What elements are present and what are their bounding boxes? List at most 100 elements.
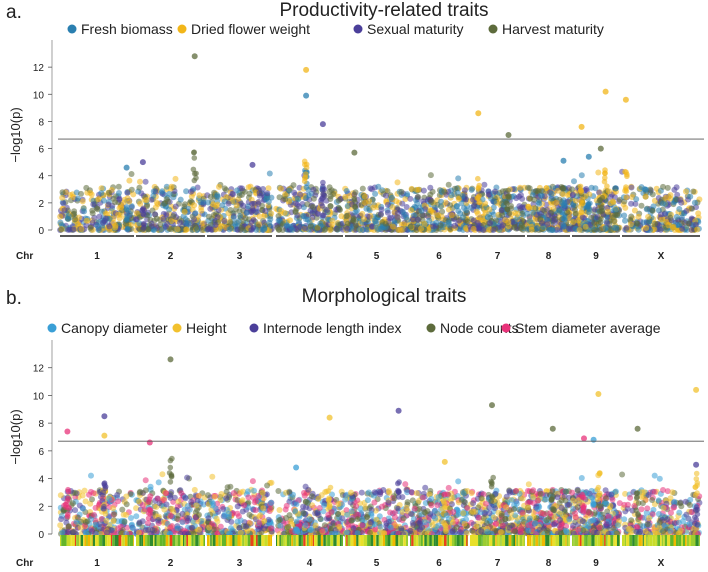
data-point-7 — [475, 194, 481, 201]
data-point-8 — [535, 199, 542, 206]
panel-label: a. — [6, 2, 22, 23]
data-point-4 — [277, 185, 284, 192]
data-point-9 — [578, 172, 585, 179]
data-point-5 — [402, 481, 409, 488]
data-point-1 — [86, 491, 92, 498]
data-point-6 — [421, 220, 428, 227]
data-point-X — [634, 220, 641, 227]
data-point-5 — [383, 520, 390, 527]
data-point-7 — [473, 523, 480, 530]
y-tick-label: 6 — [38, 145, 44, 156]
data-point-6 — [421, 519, 428, 526]
data-point-4 — [334, 226, 341, 233]
data-point-3 — [256, 519, 263, 526]
data-point-8 — [526, 515, 533, 522]
data-point-8 — [530, 205, 537, 212]
data-point-4 — [302, 225, 309, 232]
data-point-X — [623, 194, 630, 201]
data-point-6 — [415, 216, 421, 223]
data-point-6 — [460, 490, 467, 497]
data-point-7 — [477, 509, 484, 516]
peak-point-9 — [578, 123, 585, 130]
y-tick-label: 8 — [38, 117, 44, 128]
data-point-1 — [116, 195, 123, 202]
data-point-6 — [448, 192, 455, 199]
data-point-4 — [304, 201, 311, 208]
data-point-5 — [375, 183, 382, 190]
data-point-6 — [407, 223, 414, 230]
data-point-5 — [395, 226, 402, 233]
data-point-9 — [597, 219, 604, 226]
data-point-5 — [404, 489, 411, 496]
data-point-3 — [242, 215, 249, 221]
data-point-7 — [498, 512, 505, 519]
peak-point-4 — [303, 66, 310, 73]
data-point-X — [657, 211, 664, 218]
data-point-7 — [517, 224, 524, 231]
data-point-X — [635, 213, 642, 220]
data-point-6 — [428, 495, 435, 502]
data-point-7 — [478, 528, 485, 535]
data-point-X — [690, 188, 697, 195]
data-point-X — [638, 202, 645, 209]
data-point-5 — [400, 515, 407, 522]
data-point-8 — [530, 209, 536, 216]
data-point-2 — [154, 495, 161, 502]
data-point-1 — [114, 492, 121, 498]
peak-point-2 — [191, 53, 198, 60]
data-point-6 — [429, 522, 436, 529]
data-point-5 — [399, 200, 406, 207]
data-point-X — [631, 207, 638, 214]
data-point-4 — [314, 211, 321, 217]
data-point-5 — [391, 509, 398, 516]
data-point-2 — [179, 510, 186, 517]
data-point-1 — [79, 492, 86, 499]
x-tick-label: 8 — [546, 251, 552, 262]
x-tick-label: 7 — [495, 251, 501, 262]
data-point-8 — [524, 210, 531, 217]
data-point-X — [691, 199, 698, 206]
data-point-7 — [517, 192, 524, 198]
data-point-1 — [87, 190, 94, 196]
data-point-4 — [335, 501, 342, 508]
data-point-3 — [234, 503, 241, 510]
peak-point-5 — [351, 149, 358, 156]
data-point-8 — [532, 216, 538, 223]
data-point-1 — [65, 213, 72, 220]
peak-point-7 — [505, 132, 512, 138]
data-point-X — [622, 217, 628, 224]
data-point-2 — [155, 517, 162, 523]
data-point-5 — [404, 499, 411, 506]
data-point-X — [687, 193, 694, 200]
data-point-1 — [106, 189, 112, 196]
data-point-1 — [83, 519, 89, 525]
data-point-8 — [563, 529, 570, 536]
data-point-4 — [321, 502, 327, 509]
data-point-5 — [391, 514, 398, 521]
data-point-3 — [226, 226, 233, 233]
data-point-9 — [602, 167, 608, 173]
data-point-3 — [218, 528, 225, 535]
data-point-1 — [82, 498, 89, 505]
data-point-7 — [470, 508, 476, 515]
data-point-2 — [135, 529, 142, 536]
data-point-1 — [103, 517, 110, 524]
data-point-5 — [372, 526, 379, 533]
data-point-1 — [65, 523, 72, 530]
data-point-4 — [326, 227, 333, 233]
data-point-X — [652, 221, 658, 227]
data-point-5 — [344, 225, 351, 232]
data-point-6 — [455, 196, 462, 202]
data-point-X — [647, 186, 654, 193]
data-point-7 — [516, 203, 523, 210]
data-point-9 — [587, 200, 593, 207]
data-point-3 — [264, 190, 271, 197]
y-tick-label: 0 — [38, 226, 44, 237]
data-point-2 — [172, 203, 179, 210]
data-point-3 — [250, 207, 256, 214]
data-point-1 — [92, 517, 99, 524]
data-point-3 — [212, 222, 219, 229]
data-point-2 — [172, 175, 179, 182]
data-point-2 — [193, 175, 199, 181]
data-point-1 — [96, 213, 103, 220]
